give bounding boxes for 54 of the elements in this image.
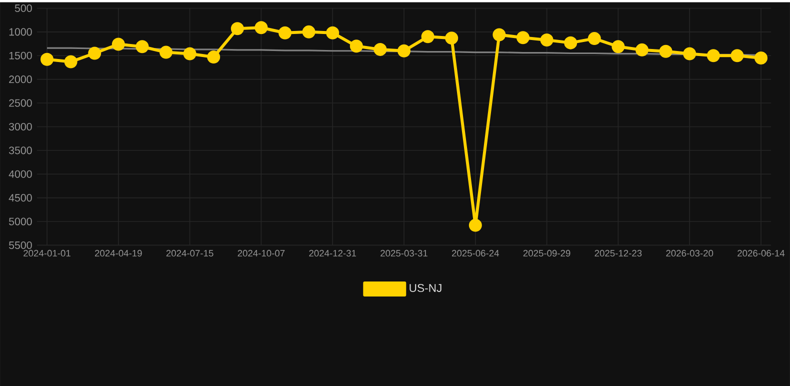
point: [706, 49, 720, 62]
y-tick-label: 4000: [8, 170, 32, 178]
point: [683, 47, 696, 60]
point: [421, 30, 434, 44]
point: [445, 31, 458, 44]
point: [588, 32, 601, 45]
x-tick-label: 2024-07-15: [166, 250, 214, 256]
point: [40, 52, 54, 66]
point: [636, 43, 648, 56]
point: [492, 28, 506, 42]
point: [398, 44, 411, 58]
y-tick-label: 1500: [9, 52, 32, 60]
x-tick-label: 2025-12-23: [594, 250, 642, 256]
point: [730, 49, 744, 62]
x-tick-label: 2024-01-01: [24, 250, 70, 256]
x-tick-label: 2026-06-14: [738, 250, 785, 256]
x-tick-label: 2025-06-24: [452, 250, 499, 256]
point: [183, 47, 196, 60]
x-tick-label: 2025-09-29: [523, 250, 570, 256]
point: [278, 26, 292, 40]
x-tick-label: 2024-04-19: [94, 250, 142, 256]
x-tick-label: 2025-03-31: [380, 250, 428, 256]
point: [254, 21, 268, 34]
y-tick-label: 2500: [9, 99, 32, 107]
y-tick-label: 5500: [8, 241, 32, 249]
point: [754, 51, 768, 64]
y-tick-label: 3500: [8, 146, 32, 154]
x-tick-label: 2024-12-31: [309, 250, 356, 256]
point: [326, 26, 340, 40]
legend-label: US-NJ: [410, 284, 442, 292]
x-tick-label: 2024-10-07: [238, 250, 285, 256]
point: [612, 40, 625, 54]
y-tick-label: 4500: [8, 194, 32, 202]
x-tick-label: 2026-03-20: [666, 250, 714, 256]
point: [112, 38, 125, 51]
point: [160, 46, 173, 59]
point: [88, 46, 102, 60]
point: [468, 218, 482, 232]
point: [540, 33, 554, 46]
point: [302, 25, 316, 38]
y-tick-label: 2000: [9, 75, 32, 83]
y-tick-label: 500: [14, 4, 32, 12]
y-tick-label: 3000: [8, 122, 32, 130]
point: [64, 55, 78, 68]
point: [374, 42, 387, 56]
point: [564, 36, 578, 50]
point: [230, 22, 244, 36]
point: [659, 44, 672, 58]
point: [516, 31, 530, 44]
point: [350, 40, 363, 53]
y-tick-label: 5000: [8, 218, 32, 226]
point: [207, 50, 220, 64]
point: [136, 40, 149, 54]
y-tick-label: 1000: [9, 28, 32, 36]
